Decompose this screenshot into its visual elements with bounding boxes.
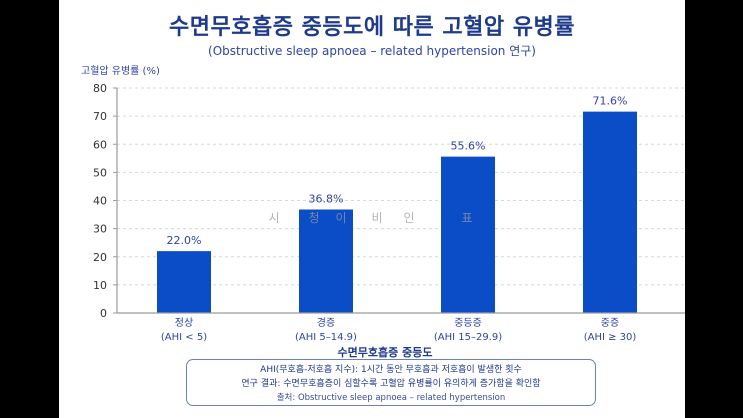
- y-axis-title: 고혈압 유병률 (%): [81, 64, 160, 77]
- bars: [157, 111, 637, 313]
- watermark-char: 비: [371, 211, 382, 225]
- y-tick-label: 40: [93, 195, 107, 208]
- category-label: 중등증: [454, 317, 482, 329]
- watermark-char: 인: [403, 211, 414, 225]
- bar-chart: 고혈압 유병률 (%) 0 10 20 30 40 50 60 70 80 시 청 이 비 인 표 22.…: [81, 64, 685, 359]
- value-label: 22.0%: [167, 234, 202, 247]
- category-range-label: (AHI < 5): [161, 332, 207, 343]
- category-label: 중증: [601, 317, 619, 329]
- category-range-label: (AHI 5–14.9): [295, 332, 357, 343]
- bar-3: [441, 156, 495, 313]
- x-axis-labels: 정상 (AHI < 5) 경증 (AHI 5–14.9) 중등증 (AHI 15–29.9…: [161, 316, 636, 343]
- chart-frame: 수면무호흡증 중등도에 따른 고혈압 유병률 (Obstructive slee…: [59, 0, 685, 418]
- y-tick-label: 60: [93, 138, 107, 151]
- value-label: 71.6%: [593, 95, 628, 108]
- note-source: 출처: Obstructive sleep apnoea – related h…: [276, 393, 506, 403]
- watermark-char: 청: [308, 211, 319, 225]
- chart-subtitle: (Obstructive sleep apnoea – related hype…: [208, 44, 536, 58]
- category-label: 정상: [175, 317, 193, 329]
- notes-box: AHI(무호흡-저호흡 지수): 1시간 동안 무호흡과 저호흡이 발생한 횟수…: [186, 359, 596, 406]
- y-tick-label: 50: [93, 166, 107, 179]
- category-range-label: (AHI ≥ 30): [584, 332, 637, 343]
- note-ahi-definition: AHI(무호흡-저호흡 지수): 1시간 동안 무호흡과 저호흡이 발생한 횟수: [260, 365, 522, 375]
- bar-1: [157, 251, 211, 313]
- y-tick-label: 80: [93, 82, 107, 95]
- value-labels: 22.0% 36.8% 55.6% 71.6%: [167, 95, 628, 248]
- chart-title: 수면무호흡증 중등도에 따른 고혈압 유병률: [169, 15, 575, 40]
- watermark-char: 이: [335, 211, 346, 225]
- value-label: 55.6%: [451, 140, 486, 153]
- category-range-label: (AHI 15–29.9): [434, 332, 502, 343]
- category-label: 경증: [317, 316, 335, 329]
- bar-4: [583, 111, 637, 313]
- value-label: 36.8%: [309, 193, 344, 206]
- y-tick-label: 30: [93, 223, 107, 236]
- x-axis-title: 수면무호흡증 중등도: [338, 345, 433, 359]
- bar-2: [299, 209, 353, 313]
- note-study-result: 연구 결과: 수면무호흡증이 심할수록 고혈압 유병률이 유의하게 증가함을 확…: [241, 379, 541, 389]
- y-axis-ticks: 0 10 20 30 40 50 60 70 80: [93, 82, 117, 320]
- watermark-char: 시: [268, 211, 279, 225]
- y-tick-label: 70: [93, 110, 107, 123]
- grid-lines: [117, 87, 685, 286]
- y-tick-label: 20: [93, 251, 107, 264]
- watermark-char: 표: [461, 211, 472, 225]
- y-tick-label: 0: [100, 307, 107, 320]
- y-tick-label: 10: [93, 279, 107, 292]
